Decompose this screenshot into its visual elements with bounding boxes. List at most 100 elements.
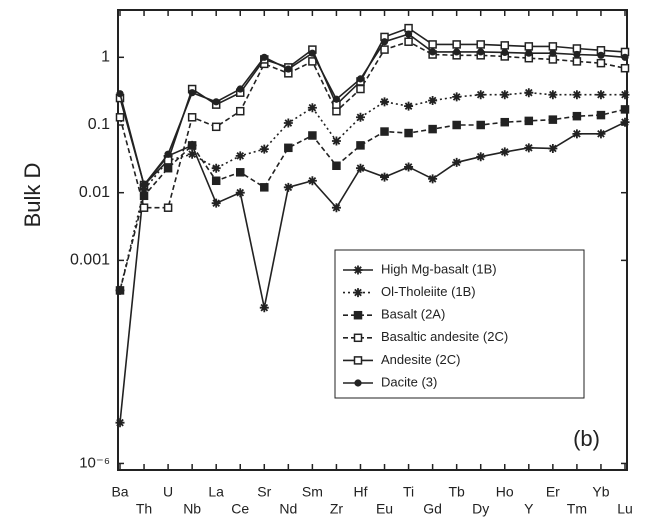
marker bbox=[620, 63, 630, 73]
marker bbox=[548, 143, 558, 153]
marker bbox=[356, 84, 365, 94]
marker bbox=[596, 90, 606, 100]
marker bbox=[404, 128, 413, 138]
x-tick-label: Eu bbox=[376, 501, 393, 517]
marker bbox=[260, 53, 268, 61]
marker bbox=[139, 203, 149, 212]
marker bbox=[404, 101, 414, 111]
marker bbox=[187, 149, 197, 159]
marker bbox=[355, 112, 365, 122]
legend-label: Ol-Tholeiite (1B) bbox=[381, 284, 476, 299]
marker bbox=[331, 203, 341, 213]
marker bbox=[620, 105, 630, 114]
marker bbox=[356, 141, 365, 150]
marker bbox=[115, 418, 125, 428]
marker bbox=[308, 49, 316, 57]
marker bbox=[452, 40, 461, 49]
y-tick-label: 10⁻⁶ bbox=[79, 454, 110, 471]
series-line bbox=[119, 108, 626, 291]
marker bbox=[524, 42, 534, 51]
marker bbox=[307, 176, 317, 186]
x-tick-label: Dy bbox=[472, 501, 489, 517]
marker bbox=[548, 55, 558, 64]
marker bbox=[500, 90, 510, 100]
plot-frame bbox=[117, 9, 628, 471]
marker bbox=[235, 188, 245, 198]
marker bbox=[476, 90, 486, 100]
marker bbox=[548, 42, 558, 51]
marker bbox=[115, 286, 125, 295]
marker bbox=[331, 136, 341, 146]
series-line bbox=[119, 40, 626, 209]
marker bbox=[429, 48, 437, 56]
marker bbox=[596, 129, 606, 139]
marker bbox=[284, 65, 292, 73]
legend-box bbox=[334, 249, 585, 399]
marker bbox=[404, 162, 414, 172]
marker bbox=[164, 150, 172, 158]
x-tick-label: Nd bbox=[279, 501, 297, 517]
marker bbox=[283, 118, 293, 128]
marker bbox=[572, 90, 582, 100]
marker bbox=[163, 163, 173, 173]
series-line bbox=[119, 33, 626, 187]
x-tick-label: Yb bbox=[592, 484, 609, 500]
marker bbox=[211, 176, 221, 186]
marker bbox=[500, 117, 510, 127]
marker bbox=[380, 97, 390, 107]
x-tick-label: Hf bbox=[353, 484, 367, 500]
x-tick-label: Ce bbox=[231, 501, 249, 517]
marker bbox=[404, 30, 413, 38]
x-tick-label: Tm bbox=[567, 501, 587, 517]
marker bbox=[211, 163, 221, 173]
annotation: (b) bbox=[573, 426, 600, 451]
marker bbox=[572, 111, 582, 121]
x-tick-label: Sm bbox=[302, 484, 323, 500]
marker bbox=[596, 110, 606, 120]
marker bbox=[211, 122, 221, 132]
marker bbox=[163, 203, 173, 212]
x-tick-label: La bbox=[208, 484, 224, 500]
legend-marker bbox=[353, 265, 363, 275]
x-tick-label: Th bbox=[136, 501, 152, 517]
marker bbox=[259, 303, 269, 313]
series-line bbox=[119, 91, 625, 291]
marker bbox=[621, 53, 629, 61]
marker bbox=[307, 103, 317, 113]
x-tick-label: Y bbox=[524, 501, 534, 517]
marker bbox=[404, 37, 413, 46]
marker bbox=[116, 90, 124, 98]
marker bbox=[525, 49, 533, 57]
marker bbox=[308, 131, 317, 140]
marker bbox=[500, 41, 510, 50]
y-axis-label: Bulk D bbox=[20, 163, 45, 228]
legend-marker bbox=[353, 333, 363, 343]
marker bbox=[356, 75, 365, 83]
x-tick-label: Tb bbox=[448, 484, 465, 500]
marker bbox=[476, 40, 485, 49]
y-tick-label: 1 bbox=[101, 49, 110, 66]
x-tick-label: Er bbox=[546, 484, 560, 500]
marker bbox=[284, 143, 293, 153]
x-tick-label: Zr bbox=[330, 501, 344, 517]
marker bbox=[212, 98, 220, 106]
x-tick-label: U bbox=[163, 484, 173, 500]
x-tick-label: Gd bbox=[423, 501, 442, 517]
marker bbox=[380, 45, 389, 54]
legend-label: Basaltic andesite (2C) bbox=[381, 329, 508, 344]
marker bbox=[597, 51, 605, 59]
marker bbox=[452, 157, 462, 167]
legend-label: Andesite (2C) bbox=[381, 352, 460, 367]
legend-label: Basalt (2A) bbox=[381, 307, 445, 322]
marker bbox=[477, 48, 485, 56]
marker bbox=[620, 117, 630, 127]
marker bbox=[283, 182, 293, 192]
marker bbox=[115, 113, 125, 122]
marker bbox=[259, 144, 269, 154]
marker bbox=[235, 168, 245, 177]
marker bbox=[524, 143, 534, 153]
x-tick-label: Ba bbox=[111, 484, 128, 500]
marker bbox=[235, 151, 245, 161]
